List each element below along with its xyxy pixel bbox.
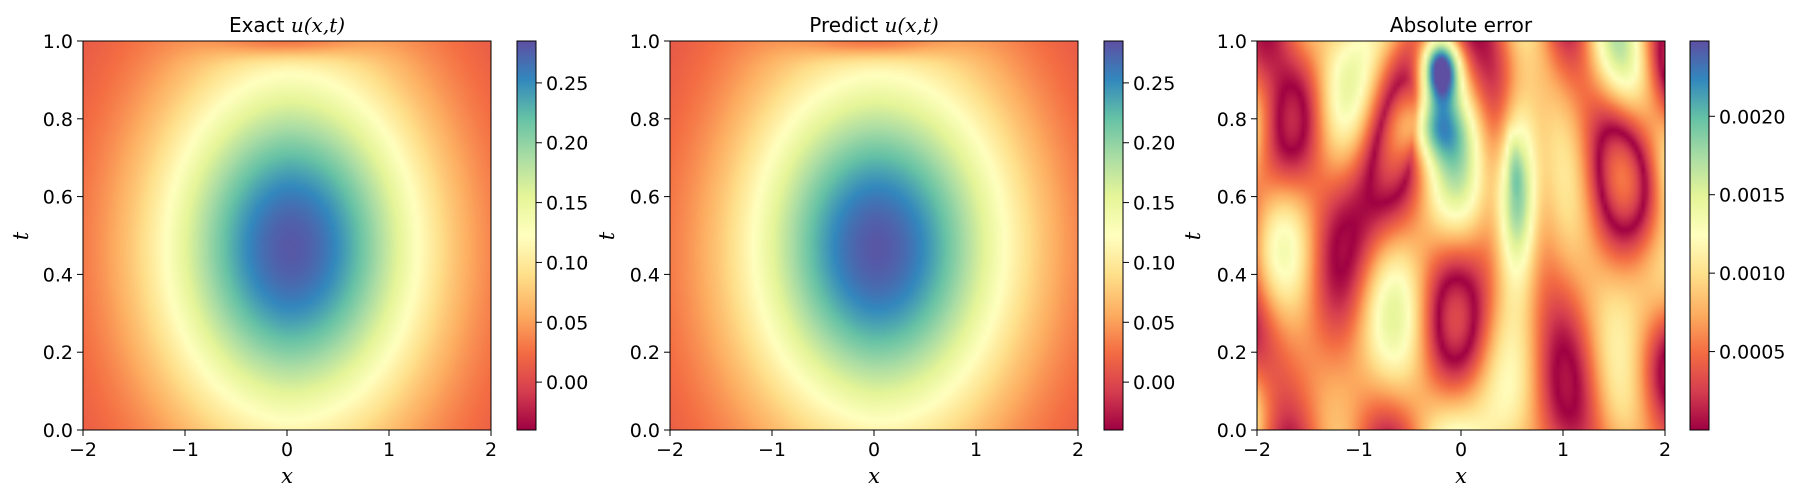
colorbar-tick-label: 0.0015 xyxy=(1719,185,1785,207)
x-tick-label: −2 xyxy=(69,439,97,461)
y-axis-label: t xyxy=(595,231,619,240)
x-tick-label: 1 xyxy=(1557,439,1569,461)
colorbar-tick-label: 0.25 xyxy=(1133,73,1175,95)
x-tick-labels: −2 −1 0 1 2 xyxy=(1243,430,1671,461)
colorbar-tick-label: 0.0005 xyxy=(1719,342,1785,364)
colorbar-tick-label: 0.10 xyxy=(546,252,588,274)
y-tick-label: 0.8 xyxy=(1217,109,1247,131)
x-tick-labels: −2 −1 0 1 2 xyxy=(656,430,1084,461)
y-tick-label: 0.8 xyxy=(43,109,73,131)
x-tick-label: −1 xyxy=(758,439,786,461)
y-tick-label: 0.4 xyxy=(1217,264,1247,286)
chart-title: Absolute error xyxy=(1390,13,1533,37)
y-tick-label: 0.0 xyxy=(1217,420,1247,442)
y-tick-label: 0.8 xyxy=(630,109,660,131)
x-tick-label: 0 xyxy=(281,439,293,461)
x-axis-label: x xyxy=(281,464,293,488)
x-tick-label: −1 xyxy=(1345,439,1373,461)
x-tick-label: 2 xyxy=(1659,439,1671,461)
x-tick-label: 0 xyxy=(1455,439,1467,461)
x-tick-label: −1 xyxy=(171,439,199,461)
y-tick-labels: 0.0 0.2 0.4 0.6 0.8 1.0 xyxy=(43,31,83,442)
x-tick-label: 0 xyxy=(868,439,880,461)
y-tick-label: 1.0 xyxy=(43,31,73,53)
panel-exact: Exact u(x,t) −2 −1 0 1 2 0.00.20.40.60.81.0 … xyxy=(9,13,588,488)
colorbar-tick-label: 0.05 xyxy=(546,312,588,334)
y-tick-label: 0.2 xyxy=(630,342,660,364)
chart-title: Exact u(x,t) xyxy=(229,13,345,37)
x-axis-label: x xyxy=(1455,464,1467,488)
colorbar xyxy=(1689,40,1710,431)
colorbar-tick-label: 0.10 xyxy=(1133,252,1175,274)
y-tick-label: 0.2 xyxy=(1217,342,1247,364)
y-tick-label: 0.4 xyxy=(43,264,73,286)
x-tick-label: −2 xyxy=(656,439,684,461)
colorbar-tick-label: 0.00 xyxy=(546,372,588,394)
colorbar-tick-label: 0.15 xyxy=(1133,193,1175,215)
y-axis-label: t xyxy=(9,231,33,240)
y-tick-label: 0.6 xyxy=(630,187,660,209)
y-tick-label: 1.0 xyxy=(630,31,660,53)
colorbar xyxy=(516,40,537,431)
y-tick-label: 1.0 xyxy=(1217,31,1247,53)
heatmap-exact xyxy=(83,41,491,430)
y-axis-label: t xyxy=(1181,231,1205,240)
colorbar-tick-label: 0.0020 xyxy=(1719,106,1785,128)
y-tick-label: 0.0 xyxy=(43,420,73,442)
colorbar-tick-labels: 0.00 0.05 0.10 0.15 0.20 0.25 xyxy=(1123,73,1175,394)
colorbar-tick-label: 0.20 xyxy=(1133,133,1175,155)
x-tick-label: 2 xyxy=(1072,439,1084,461)
y-tick-labels: 0.0 0.2 0.4 0.6 0.8 1.0 xyxy=(1217,31,1257,442)
y-tick-labels: 0.0 0.2 0.4 0.6 0.8 1.0 xyxy=(630,31,670,442)
colorbar-tick-label: 0.0010 xyxy=(1719,263,1785,285)
y-tick-label: 0.0 xyxy=(630,420,660,442)
x-tick-label: 2 xyxy=(485,439,497,461)
panel-predict: Predict u(x,t) −2 −1 0 1 2 0.0 0.2 0.4 0.6 0.8 1.… xyxy=(595,13,1175,488)
colorbar-tick-label: 0.20 xyxy=(546,133,588,155)
x-tick-label: 1 xyxy=(383,439,395,461)
colorbar-tick-label: 0.05 xyxy=(1133,312,1175,334)
colorbar-tick-labels: 0.00 0.05 0.10 0.15 0.20 0.25 xyxy=(536,73,588,394)
y-tick-label: 0.2 xyxy=(43,342,73,364)
colorbar-tick-label: 0.00 xyxy=(1133,372,1175,394)
heatmap-error xyxy=(1257,41,1665,430)
x-axis-label: x xyxy=(868,464,880,488)
colorbar-tick-labels: 0.0005 0.0010 0.0015 0.0020 xyxy=(1709,106,1785,364)
x-tick-label: −2 xyxy=(1243,439,1271,461)
panel-error: Absolute error −2 −1 0 1 2 0.0 0.2 0.4 0.6 0.8 1.… xyxy=(1181,13,1785,488)
colorbar-tick-label: 0.15 xyxy=(546,193,588,215)
x-tick-labels: −2 −1 0 1 2 xyxy=(69,430,497,461)
y-tick-label: 0.4 xyxy=(630,264,660,286)
y-tick-label: 0.6 xyxy=(43,187,73,209)
heatmap-predict xyxy=(670,41,1078,430)
y-tick-label: 0.6 xyxy=(1217,187,1247,209)
colorbar xyxy=(1103,40,1124,431)
x-tick-label: 1 xyxy=(970,439,982,461)
chart-title: Predict u(x,t) xyxy=(809,13,938,37)
colorbar-tick-label: 0.25 xyxy=(546,73,588,95)
